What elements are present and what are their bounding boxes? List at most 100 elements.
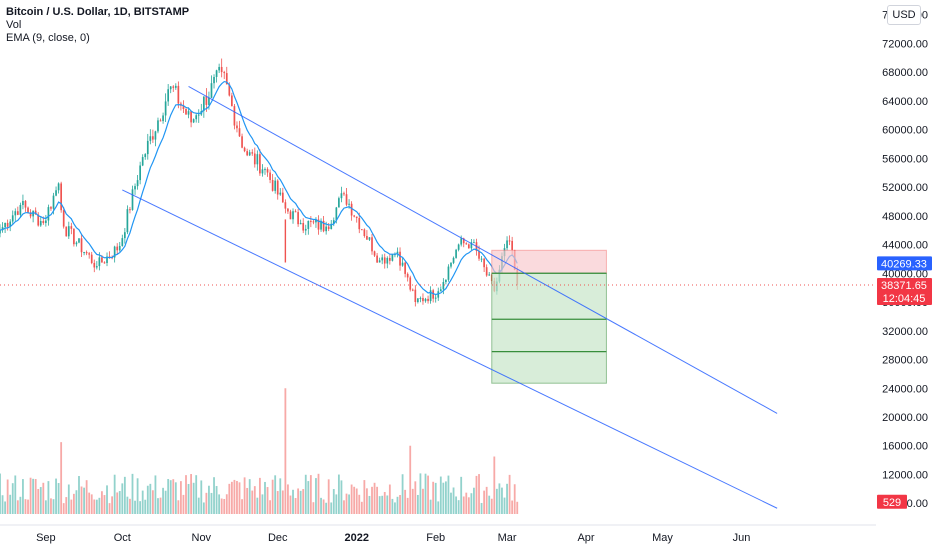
volume-bar [29, 477, 32, 514]
candle-body [85, 252, 88, 254]
candle-body [256, 154, 259, 165]
candle-body [465, 243, 468, 245]
candle-body [371, 237, 373, 252]
candle-body [366, 236, 368, 240]
candle-body [508, 240, 511, 242]
volume-bar [65, 497, 68, 514]
volume-bar [467, 497, 470, 514]
volume-bar [146, 485, 149, 514]
volume-bar [83, 487, 85, 514]
candle-body [485, 267, 488, 276]
candle-body [271, 179, 274, 191]
volume-bar [261, 494, 264, 514]
volume-bar [213, 477, 215, 514]
volume-bar [57, 483, 60, 514]
volume-bar [304, 474, 307, 514]
candle-body [353, 215, 356, 217]
candle-body [34, 210, 37, 215]
candle-body [238, 128, 241, 137]
volume-bar [366, 488, 368, 514]
candle-body [37, 214, 40, 226]
time-tick-label: Sep [36, 532, 56, 544]
volume-bar [238, 482, 241, 514]
volume-bar [230, 481, 233, 514]
volume-bar [437, 501, 440, 514]
volume-bar [129, 498, 131, 514]
volume-bar [371, 486, 373, 514]
symbol-title[interactable]: Bitcoin / U.S. Dollar, 1D, BITSTAMP [6, 6, 190, 18]
candle-body [75, 242, 78, 245]
volume-bar [141, 490, 144, 514]
volume-bar [327, 479, 330, 514]
candle-body [274, 180, 277, 191]
volume-bar [498, 483, 501, 514]
volume-bar [200, 480, 203, 514]
volume-bar [134, 500, 136, 514]
candle-body [243, 147, 246, 152]
price-tick-label: 52000.00 [882, 182, 928, 194]
volume-bar [251, 490, 254, 514]
candle-body [299, 222, 302, 225]
volume-bar [182, 494, 185, 514]
candle-body [0, 230, 1, 234]
candle-body [27, 207, 29, 213]
candle-body [302, 222, 305, 231]
volume-bar [485, 486, 488, 514]
volume-bar [337, 474, 340, 514]
candle-body [14, 211, 17, 216]
volume-indicator-label[interactable]: Vol [6, 19, 22, 31]
volume-bar [353, 486, 356, 514]
volume-bar [490, 498, 493, 514]
ema-indicator-label[interactable]: EMA (9, close, 0) [6, 32, 90, 44]
candle-body [172, 86, 175, 88]
candle-body [192, 119, 195, 123]
volume-bar [111, 496, 114, 514]
candle-body [327, 226, 330, 230]
profit-target-zone [491, 272, 607, 384]
volume-bar [378, 496, 381, 514]
volume-bar [266, 487, 269, 514]
candle-body [164, 101, 167, 116]
volume-bar [473, 487, 475, 514]
candle-body [131, 189, 134, 210]
volume-bar [350, 484, 353, 514]
candle-body [182, 105, 185, 109]
volume-bar [508, 474, 511, 514]
candle-body [152, 136, 154, 140]
candle-body [98, 257, 101, 267]
volume-bar [289, 495, 292, 514]
candle-body [228, 84, 231, 96]
volume-bar [103, 495, 106, 514]
candle-body [269, 172, 271, 180]
volume-bar [164, 490, 167, 514]
candle-body [264, 169, 266, 171]
volume-bar [14, 475, 17, 514]
candle-body [338, 198, 340, 208]
ema-indicator [0, 80, 518, 296]
candle-body [386, 257, 389, 264]
candle-body [404, 262, 406, 274]
candle-body [483, 258, 485, 268]
candle-body [39, 221, 42, 226]
candle-body [460, 238, 463, 245]
volume-bar [447, 475, 450, 514]
volume-bar [236, 480, 238, 514]
candle-body [83, 252, 85, 254]
volume-bar [432, 481, 435, 514]
volume-bar [495, 488, 498, 514]
currency-button[interactable]: USD [887, 5, 921, 25]
volume-bar [287, 484, 289, 514]
candle-body [202, 96, 205, 112]
candle-body [478, 250, 480, 259]
candle-body [360, 229, 363, 231]
candle-body [22, 200, 24, 206]
candle-body [57, 183, 60, 191]
volume-bar [116, 492, 119, 514]
volume-bar [401, 474, 404, 514]
volume-bar [39, 487, 42, 514]
volume-bar [493, 456, 496, 514]
last-price-tag-bg [877, 277, 932, 305]
candle-body [506, 240, 508, 249]
volume-bar [50, 498, 52, 514]
